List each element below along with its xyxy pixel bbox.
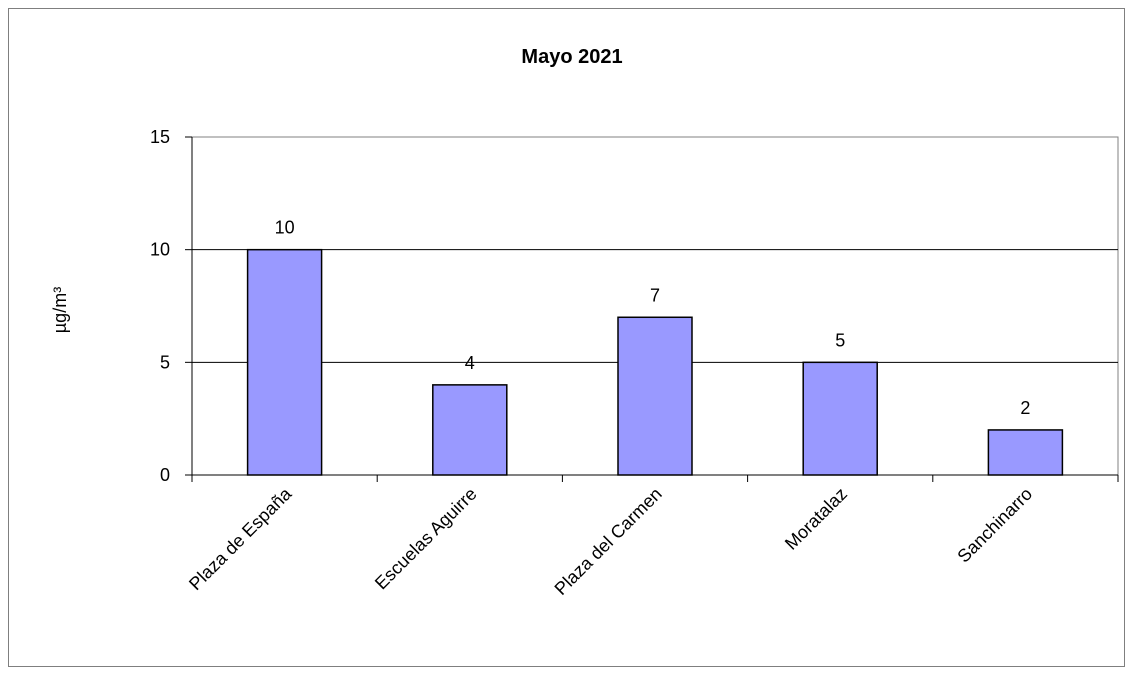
plot-area: 0 5 10 15 10 Plaza de España 4 Escuelas Aguirre…	[150, 127, 1118, 599]
data-label: 4	[465, 353, 475, 373]
y-tick-label: 5	[160, 352, 170, 372]
y-tick-label: 0	[160, 465, 170, 485]
data-label: 2	[1020, 398, 1030, 418]
bar	[618, 317, 692, 475]
y-tick-label: 15	[150, 127, 170, 147]
y-tick-label: 10	[150, 240, 170, 260]
bar	[803, 362, 877, 475]
x-tick-label: Sanchinarro	[953, 484, 1036, 567]
chart-title: Mayo 2021	[521, 46, 622, 68]
y-axis-label: µg/m³	[50, 287, 70, 333]
bar	[433, 385, 507, 475]
data-label: 5	[835, 330, 845, 350]
data-label: 10	[275, 218, 295, 238]
data-label: 7	[650, 285, 660, 305]
x-tick-label: Plaza de España	[185, 483, 296, 594]
x-tick-label: Escuelas Aguirre	[371, 484, 481, 594]
x-tick-label: Moratalaz	[781, 484, 851, 554]
bar	[248, 250, 322, 475]
x-tick-label: Plaza del Carmen	[551, 484, 666, 599]
bar	[988, 430, 1062, 475]
